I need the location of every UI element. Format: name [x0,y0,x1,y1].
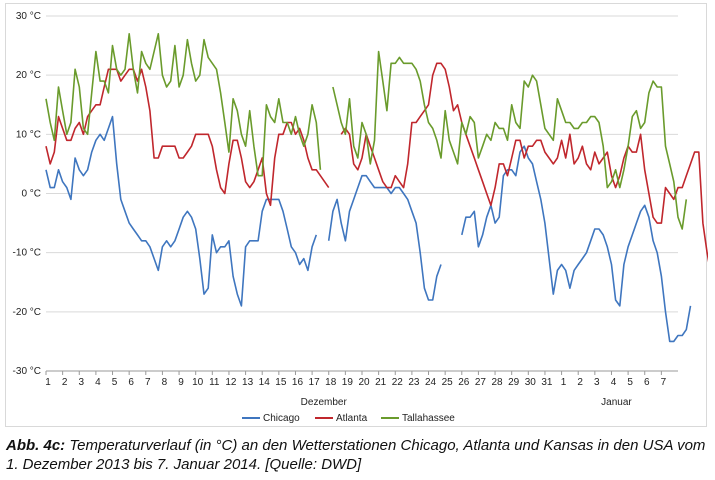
x-tick-label: 25 [442,377,454,388]
y-tick-label: 10 °C [16,129,41,140]
x-tick-label: 24 [425,377,437,388]
x-axis-ticks: 1 2 3 4 5 6 7 8 9 10 11 12 13 14 15 16 17 18 19 20 21 22 23 24 2… [45,371,667,408]
x-tick-label: 1 [45,377,51,388]
x-tick-label: 9 [178,377,184,388]
x-tick-label: 6 [644,377,650,388]
x-tick-label: 21 [375,377,387,388]
x-tick-label: 18 [325,377,337,388]
x-tick-label: 5 [627,377,633,388]
month-label: Januar [601,397,632,408]
x-tick-label: 4 [611,377,617,388]
x-tick-label: 11 [209,377,220,388]
series-lines [45,33,708,343]
series-line-atlanta [45,62,708,263]
x-tick-label: 28 [491,377,503,388]
y-tick-label: 0 °C [21,189,41,200]
x-tick-label: 13 [242,377,254,388]
x-tick-label: 10 [192,377,204,388]
series-line-tallahassee [45,33,688,230]
x-tick-label: 26 [458,377,470,388]
x-tick-label: 2 [577,377,583,388]
x-tick-label: 7 [661,377,667,388]
x-tick-label: 20 [358,377,370,388]
y-tick-label: -20 °C [13,307,41,318]
caption-prefix: Abb. 4c: [6,437,66,454]
x-tick-label: 19 [342,377,354,388]
x-tick-label: 14 [259,377,271,388]
x-tick-label: 5 [112,377,118,388]
x-tick-label: 17 [309,377,321,388]
x-tick-label: 7 [145,377,151,388]
x-tick-label: 16 [292,377,304,388]
x-tick-label: 4 [95,377,101,388]
y-tick-label: 20 °C [16,70,41,81]
x-tick-label: 29 [508,377,520,388]
x-tick-label: 27 [475,377,487,388]
y-tick-label: -10 °C [13,248,41,259]
x-tick-label: 3 [594,377,600,388]
x-tick-label: 12 [225,377,237,388]
legend-label-chicago: Chicago [263,413,300,424]
x-tick-label: 15 [275,377,287,388]
x-tick-label: 6 [128,377,134,388]
y-axis-ticks: 30 °C 20 °C 10 °C 0 °C -10 °C -20 °C -30 °C [13,11,41,377]
legend-label-atlanta: Atlanta [336,413,368,424]
month-label: Dezember [301,397,348,408]
x-tick-label: 3 [78,377,84,388]
caption-text: Temperaturverlauf (in °C) an den Wetters… [6,437,706,473]
x-tick-label: 31 [541,377,553,388]
figure-caption: Abb. 4c: Temperaturverlauf (in °C) an de… [6,436,706,474]
x-tick-label: 8 [162,377,168,388]
x-tick-label: 1 [561,377,567,388]
legend: Chicago Atlanta Tallahassee [242,413,455,424]
x-tick-label: 2 [62,377,68,388]
x-tick-label: 23 [408,377,420,388]
y-tick-label: 30 °C [16,11,41,22]
legend-label-tallahassee: Tallahassee [402,413,455,424]
x-tick-label: 30 [525,377,537,388]
y-tick-label: -30 °C [13,366,41,377]
x-tick-label: 22 [392,377,404,388]
